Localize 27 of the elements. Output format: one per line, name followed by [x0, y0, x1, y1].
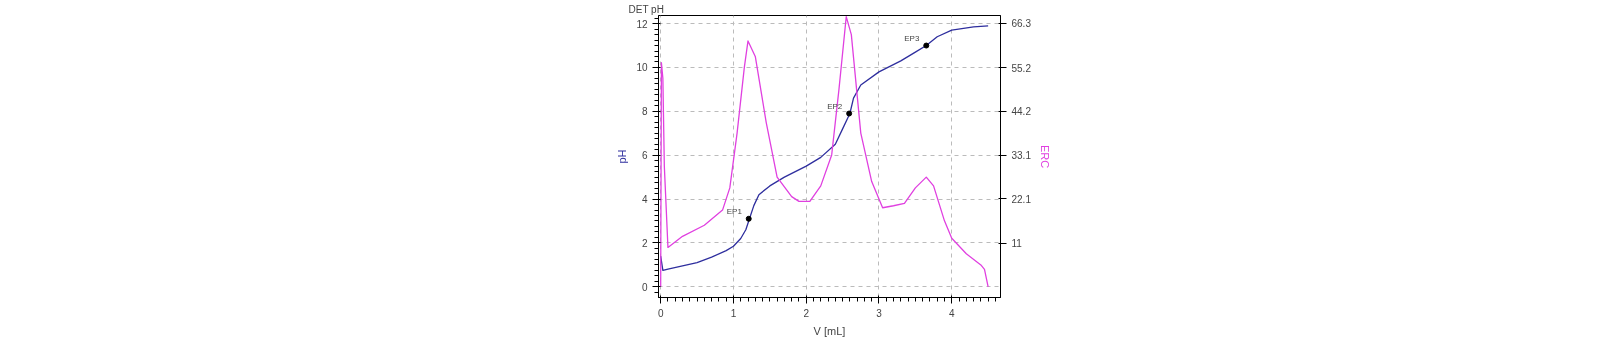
point	[846, 110, 853, 117]
annotation: EP3	[904, 33, 920, 43]
x-tick-label: 2	[803, 307, 810, 319]
x-tick-label: 0	[657, 307, 664, 319]
y-tick-label: 6	[641, 150, 648, 162]
x-tick-label: 1	[730, 307, 737, 319]
y2-axis-title: ERC	[1038, 144, 1051, 169]
y-tick-label: 0	[641, 281, 648, 293]
y2-tick-label: 66.3	[1011, 18, 1032, 30]
point	[745, 215, 752, 222]
y-tick-label: 12	[636, 18, 648, 30]
y-axis-title: pH	[616, 149, 629, 164]
y2-tick-label: 33.1	[1011, 150, 1032, 162]
y-tick-label: 10	[636, 62, 648, 74]
y2-tick-label: 44.2	[1011, 106, 1032, 118]
chart-title: DET pH	[628, 3, 664, 15]
x-axis-title: V [mL]	[813, 324, 846, 337]
x-tick-label: 4	[948, 307, 955, 319]
y-tick-label: 4	[641, 194, 648, 206]
annotation: EP1	[726, 206, 743, 216]
y-tick-label: 8	[641, 106, 648, 118]
point	[923, 42, 930, 49]
x-tick-label: 3	[876, 307, 883, 319]
y-tick-label: 2	[641, 237, 648, 249]
y2-tick-label: 11	[1011, 238, 1023, 250]
y2-tick-label: 55.2	[1011, 62, 1032, 74]
y2-tick-label: 22.1	[1011, 194, 1032, 205]
